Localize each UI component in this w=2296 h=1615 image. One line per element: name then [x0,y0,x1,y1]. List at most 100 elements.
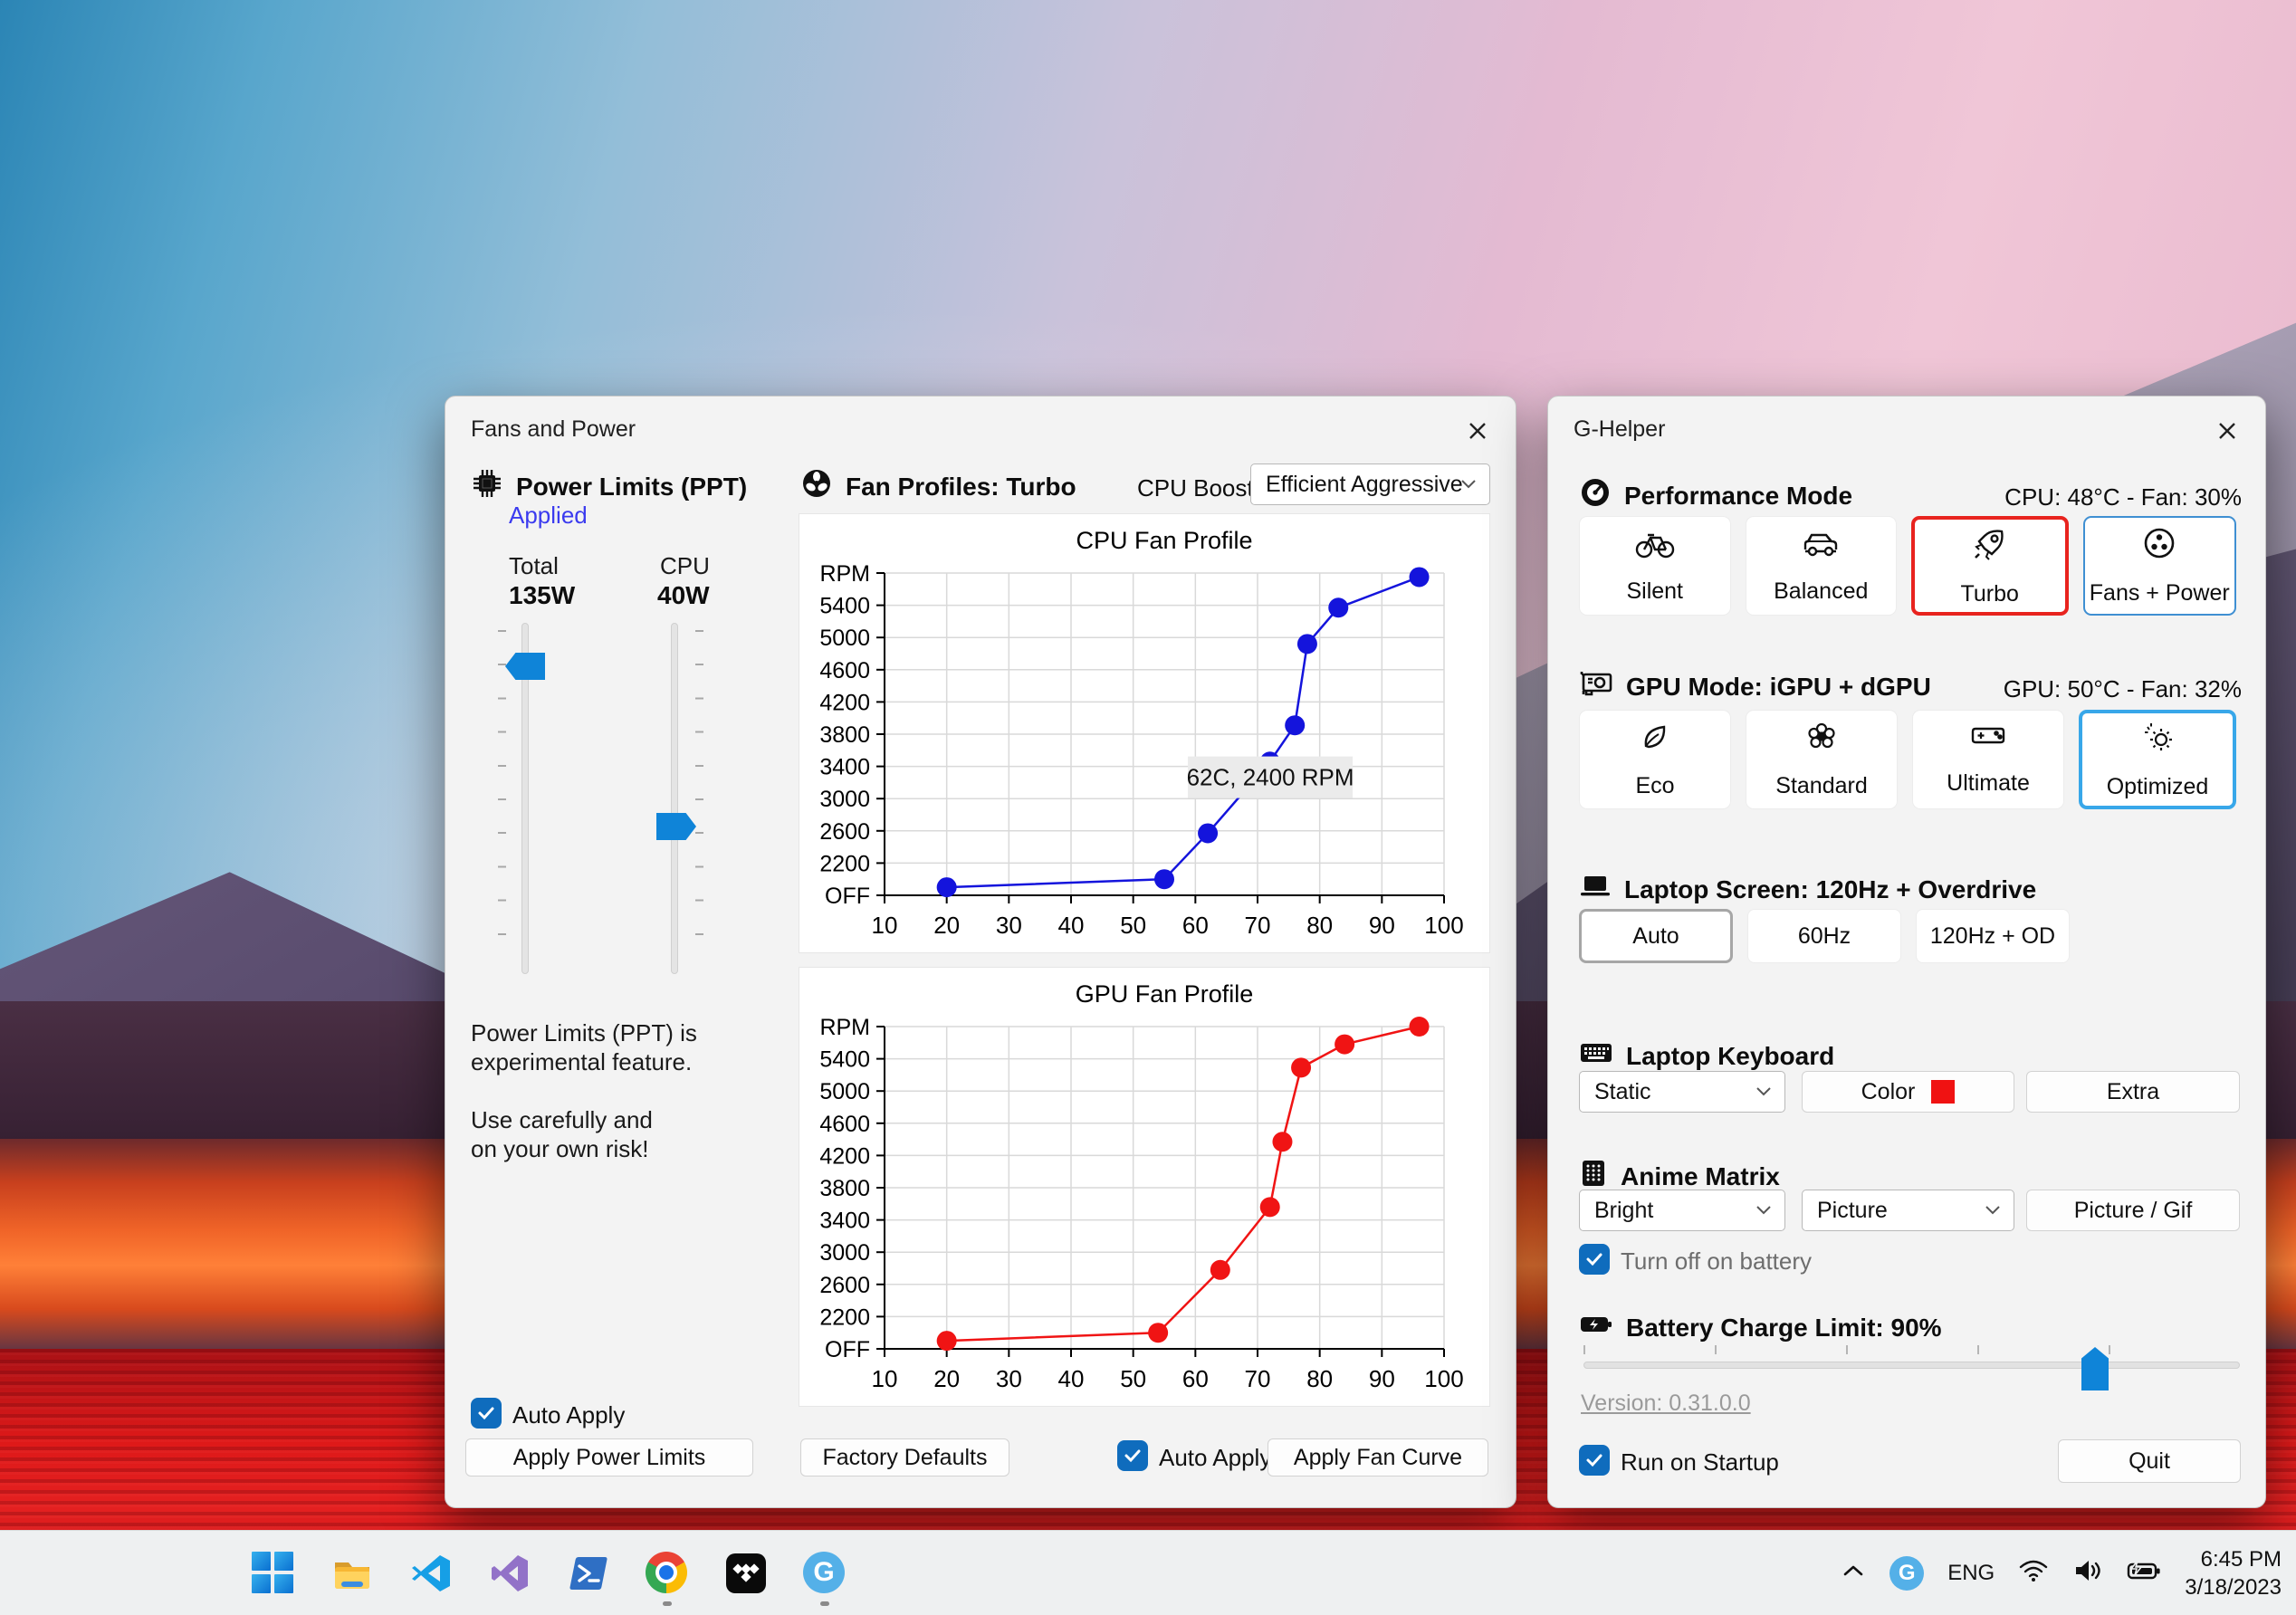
volume-icon[interactable] [2072,1558,2103,1588]
battery-slider-track[interactable] [1583,1362,2240,1369]
svg-text:4200: 4200 [819,1143,870,1169]
cpu-slider-thumb[interactable] [656,813,696,840]
factory-defaults-button[interactable]: Factory Defaults [800,1438,1009,1476]
cpu-boost-select[interactable]: Efficient Aggressive [1250,463,1490,505]
svg-text:3800: 3800 [819,722,870,748]
svg-text:5000: 5000 [819,1079,870,1104]
cpu-slider-ticks [695,630,703,967]
mode-silent-button[interactable]: Silent [1579,516,1731,616]
cpu-slider-track[interactable] [671,623,678,974]
keyboard-color-button[interactable]: Color [1802,1071,2014,1113]
applied-status[interactable]: Applied [509,502,588,529]
total-slider-track[interactable] [521,623,529,974]
gpu-fan-chart-panel[interactable]: GPU Fan Profile OFF 2200 2600 3000 3400 3800 42… [799,967,1490,1407]
vscode-icon[interactable] [409,1552,453,1595]
svg-text:2200: 2200 [819,851,870,876]
close-icon[interactable] [1463,416,1492,445]
svg-text:OFF: OFF [825,884,870,909]
powershell-icon[interactable] [567,1552,610,1595]
gear-sparkle-icon [2140,720,2175,760]
gpu-mode-title: GPU Mode: iGPU + dGPU [1626,672,1931,701]
chrome-icon[interactable] [646,1551,689,1606]
system-tray: G ENG 6:45 PM 3/18/2023 [1841,1531,2282,1615]
keyboard-color-swatch [1931,1080,1956,1104]
cpu-temp-status: CPU: 48°C - Fan: 30% [2004,483,2242,511]
taskbar-icons: G [252,1531,847,1615]
svg-text:50: 50 [1120,1365,1146,1392]
svg-text:70: 70 [1245,1365,1271,1392]
rocket-icon [1972,525,2008,568]
visual-studio-icon[interactable] [488,1552,531,1595]
run-on-startup-checkbox[interactable] [1579,1445,1610,1476]
chevron-down-icon [1756,1087,1771,1096]
svg-text:5400: 5400 [819,1047,870,1073]
tray-g-helper-icon[interactable]: G [1889,1555,1925,1591]
close-icon[interactable] [2213,416,2242,445]
warning-line-4: on your own risk! [471,1135,649,1162]
svg-text:60: 60 [1182,912,1209,939]
matrix-battery-label[interactable]: Turn off on battery [1621,1247,1813,1275]
chevron-down-icon [1756,1206,1771,1215]
run-on-startup-label[interactable]: Run on Startup [1621,1448,1779,1476]
mode-balanced-label: Balanced [1774,578,1869,604]
cpu-fan-chart-panel[interactable]: CPU Fan Profile OFF 2200 2600 3000 3400 3800 42… [799,513,1490,953]
svg-text:2600: 2600 [819,819,870,845]
mode-balanced-button[interactable]: Balanced [1745,516,1897,616]
mode-standard-button[interactable]: Standard [1746,710,1898,809]
tray-date: 3/18/2023 [2185,1574,2282,1600]
mode-turbo-button[interactable]: Turbo [1911,516,2069,616]
power-auto-apply-checkbox[interactable] [471,1398,502,1429]
factory-defaults-label: Factory Defaults [822,1444,988,1470]
svg-text:4200: 4200 [819,690,870,715]
wifi-icon[interactable] [2018,1558,2049,1588]
matrix-battery-checkbox[interactable] [1579,1244,1610,1275]
chevron-down-icon [1985,1206,2000,1215]
matrix-brightness-select[interactable]: Bright [1579,1190,1785,1231]
power-auto-apply-label[interactable]: Auto Apply [512,1401,626,1429]
apply-power-limits-button[interactable]: Apply Power Limits [465,1438,753,1476]
cpu-chip-icon [471,467,503,506]
fan-auto-apply-label[interactable]: Auto Apply [1159,1444,1272,1471]
svg-text:3000: 3000 [819,787,870,812]
mode-optimized-button[interactable]: Optimized [2079,710,2236,809]
svg-text:40: 40 [1058,912,1085,939]
running-indicator [663,1601,672,1606]
fan-auto-apply-checkbox[interactable] [1117,1440,1148,1471]
keyboard-mode-select[interactable]: Static [1579,1071,1785,1113]
mode-ultimate-button[interactable]: Ultimate [1912,710,2064,809]
anime-matrix-title: Anime Matrix [1621,1161,1780,1190]
total-value: 135W [509,581,576,609]
screen-60hz-button[interactable]: 60Hz [1747,909,1901,963]
apply-fan-curve-button[interactable]: Apply Fan Curve [1268,1438,1488,1476]
car-icon [1801,528,1841,565]
screen-120hz-od-button[interactable]: 120Hz + OD [1916,909,2070,963]
file-explorer-icon[interactable] [330,1552,374,1595]
matrix-running-select[interactable]: Picture [1802,1190,2014,1231]
svg-text:2600: 2600 [819,1273,870,1298]
cpu-boost-value: Efficient Aggressive [1266,471,1463,497]
screen-options-row: Auto 60Hz 120Hz + OD [1579,909,2070,963]
tidal-icon[interactable] [724,1552,768,1595]
cpu-fan-chart[interactable]: CPU Fan Profile OFF 2200 2600 3000 3400 3800 42… [799,514,1489,952]
version-link[interactable]: Version: 0.31.0.0 [1581,1390,1751,1416]
quit-button[interactable]: Quit [2058,1439,2241,1483]
gpu-card-icon [1579,668,1613,705]
total-slider-thumb[interactable] [505,653,545,680]
mode-eco-button[interactable]: Eco [1579,710,1731,809]
console-icon [1970,723,2006,757]
mode-fans-power-button[interactable]: Fans + Power [2082,516,2236,616]
gpu-fan-chart[interactable]: GPU Fan Profile OFF 2200 2600 3000 3400 3800 42… [799,968,1489,1406]
tray-language[interactable]: ENG [1947,1560,1995,1585]
battery-charging-icon[interactable] [2127,1559,2161,1587]
g-helper-taskbar-icon[interactable]: G [803,1551,847,1606]
screen-auto-button[interactable]: Auto [1579,909,1733,963]
svg-text:3400: 3400 [819,1209,870,1234]
power-limits-title: Power Limits (PPT) [516,472,748,501]
matrix-picture-gif-label: Picture / Gif [2073,1197,2193,1223]
tray-chevron-up-icon[interactable] [1841,1562,1866,1584]
apply-fan-curve-label: Apply Fan Curve [1293,1444,1463,1470]
keyboard-extra-button[interactable]: Extra [2026,1071,2240,1113]
tray-clock[interactable]: 6:45 PM 3/18/2023 [2185,1545,2282,1601]
matrix-picture-gif-button[interactable]: Picture / Gif [2026,1190,2240,1231]
start-button-icon[interactable] [252,1551,295,1595]
